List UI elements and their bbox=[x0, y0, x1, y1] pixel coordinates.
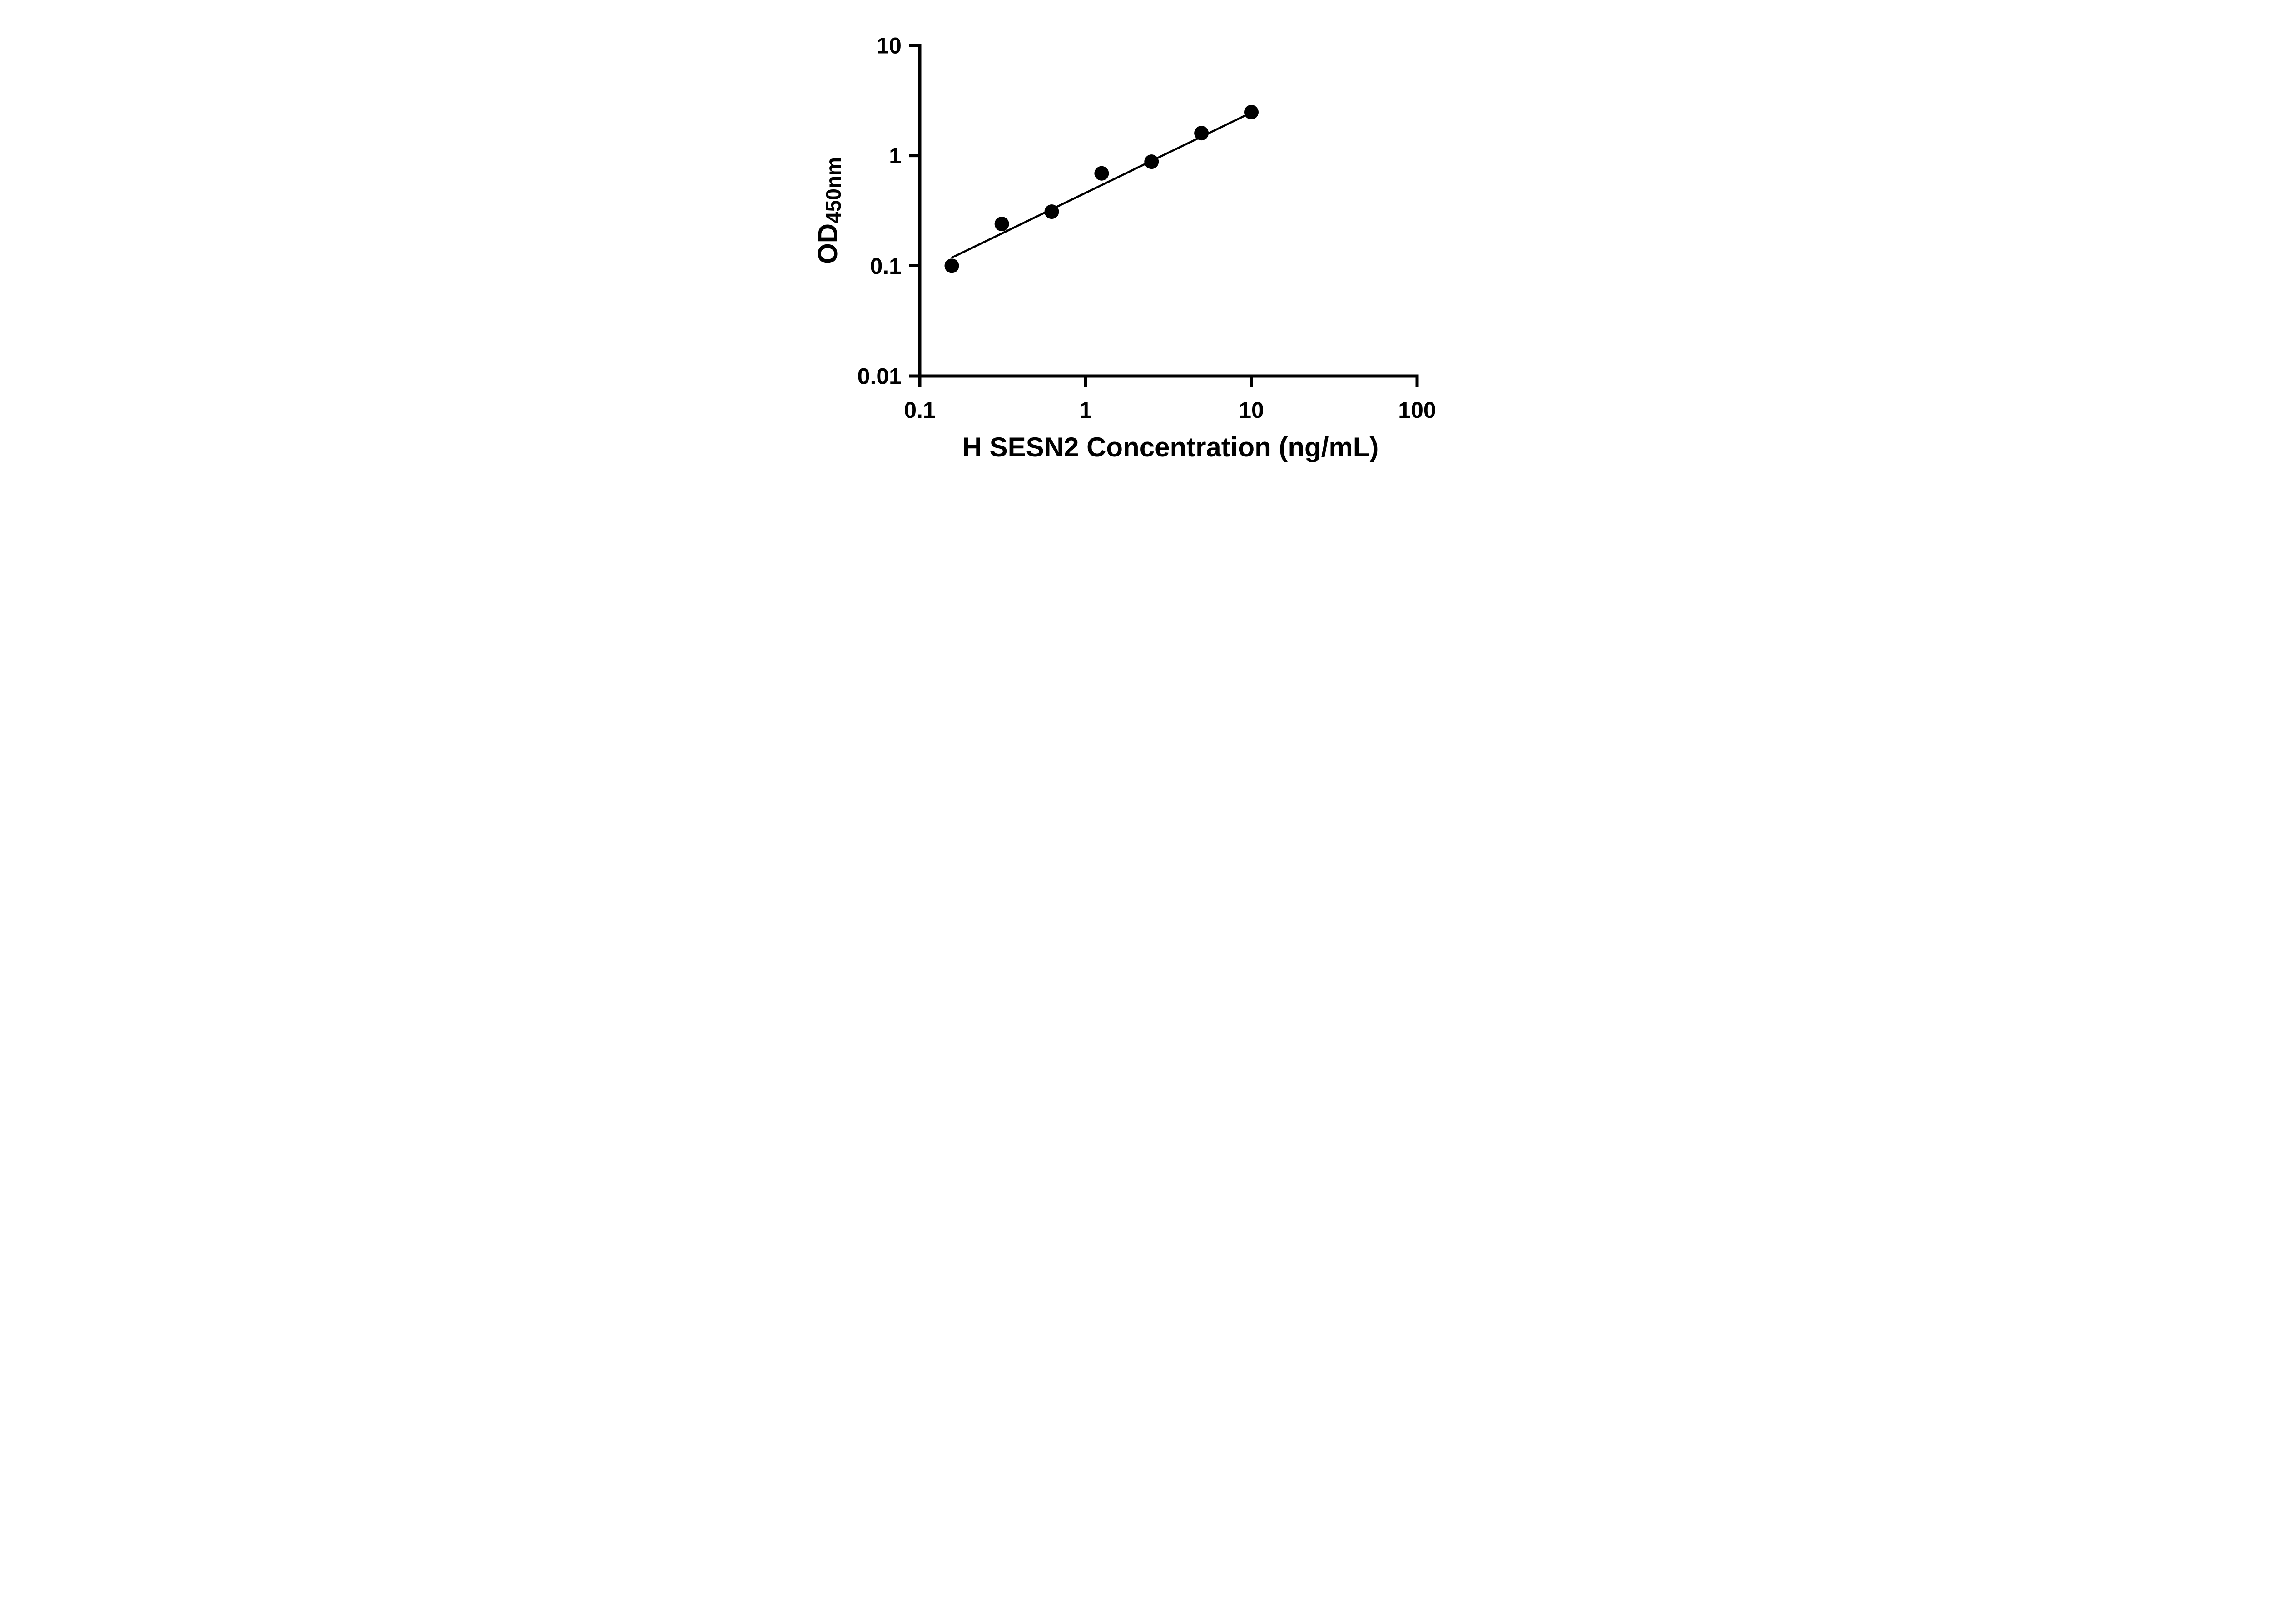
y-axis-label-main: OD bbox=[812, 223, 843, 264]
y-tick-label: 1 bbox=[889, 143, 902, 168]
x-tick-label: 1 bbox=[1079, 397, 1092, 423]
elisa-standard-curve-figure: 0.1 1 10 100 0.01 0.1 1 10 OD450nm H SESN2 Conc… bbox=[783, 0, 1488, 487]
x-axis-label: H SESN2 Concentration (ng/mL) bbox=[962, 432, 1379, 462]
x-tick-label: 0.1 bbox=[904, 397, 936, 423]
data-point bbox=[1144, 154, 1159, 169]
y-axis-label: OD450nm bbox=[812, 157, 846, 264]
x-tick-label: 100 bbox=[1398, 397, 1436, 423]
y-axis-label-subscript: 450nm bbox=[822, 157, 846, 223]
axes-spine bbox=[918, 44, 1419, 378]
data-point bbox=[944, 258, 959, 273]
x-tick-label: 10 bbox=[1239, 397, 1264, 423]
y-tick-label: 0.1 bbox=[870, 253, 902, 279]
data-point bbox=[994, 217, 1009, 232]
data-point bbox=[1194, 126, 1209, 141]
y-tick-label: 0.01 bbox=[858, 364, 902, 389]
trend-line bbox=[951, 109, 1258, 259]
data-point bbox=[1044, 204, 1059, 219]
data-point bbox=[1094, 166, 1109, 181]
y-tick-label: 10 bbox=[876, 33, 902, 59]
data-point bbox=[1244, 104, 1259, 119]
